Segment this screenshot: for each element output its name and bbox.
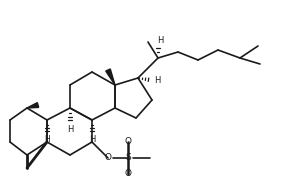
Text: O: O	[124, 169, 131, 179]
Polygon shape	[106, 69, 115, 85]
Text: H: H	[67, 125, 73, 134]
Polygon shape	[27, 103, 39, 108]
Text: H: H	[89, 134, 95, 144]
Text: O: O	[104, 154, 112, 162]
Text: H: H	[157, 36, 163, 45]
Text: O: O	[124, 137, 131, 147]
Text: S: S	[125, 154, 131, 162]
Text: H: H	[44, 135, 50, 144]
Text: H: H	[154, 75, 160, 85]
